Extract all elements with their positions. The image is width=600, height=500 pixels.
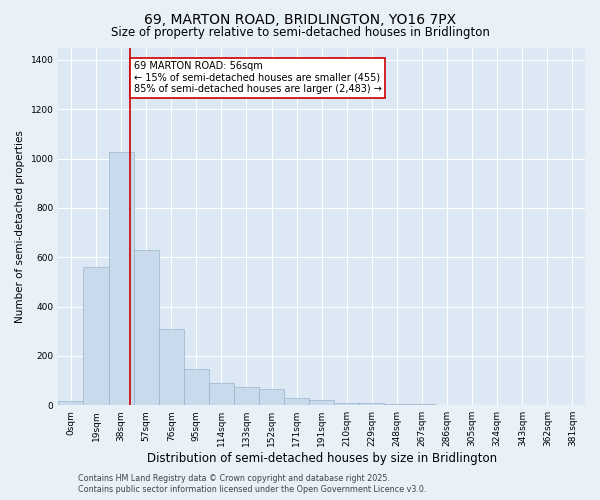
Bar <box>83 267 109 405</box>
Bar <box>109 152 134 405</box>
Bar <box>359 402 385 405</box>
Bar <box>234 386 259 405</box>
X-axis label: Distribution of semi-detached houses by size in Bridlington: Distribution of semi-detached houses by … <box>146 452 497 465</box>
Y-axis label: Number of semi-detached properties: Number of semi-detached properties <box>15 130 25 323</box>
Bar <box>334 402 359 405</box>
Bar <box>309 400 334 405</box>
Text: 69 MARTON ROAD: 56sqm
← 15% of semi-detached houses are smaller (455)
85% of sem: 69 MARTON ROAD: 56sqm ← 15% of semi-deta… <box>134 61 382 94</box>
Bar <box>409 404 434 405</box>
Text: 69, MARTON ROAD, BRIDLINGTON, YO16 7PX: 69, MARTON ROAD, BRIDLINGTON, YO16 7PX <box>144 12 456 26</box>
Bar <box>385 404 409 405</box>
Bar <box>259 389 284 405</box>
Bar <box>159 328 184 405</box>
Bar <box>58 401 83 405</box>
Bar <box>134 250 159 405</box>
Bar <box>284 398 309 405</box>
Text: Size of property relative to semi-detached houses in Bridlington: Size of property relative to semi-detach… <box>110 26 490 39</box>
Text: Contains HM Land Registry data © Crown copyright and database right 2025.
Contai: Contains HM Land Registry data © Crown c… <box>78 474 427 494</box>
Bar <box>209 383 234 405</box>
Bar <box>184 368 209 405</box>
